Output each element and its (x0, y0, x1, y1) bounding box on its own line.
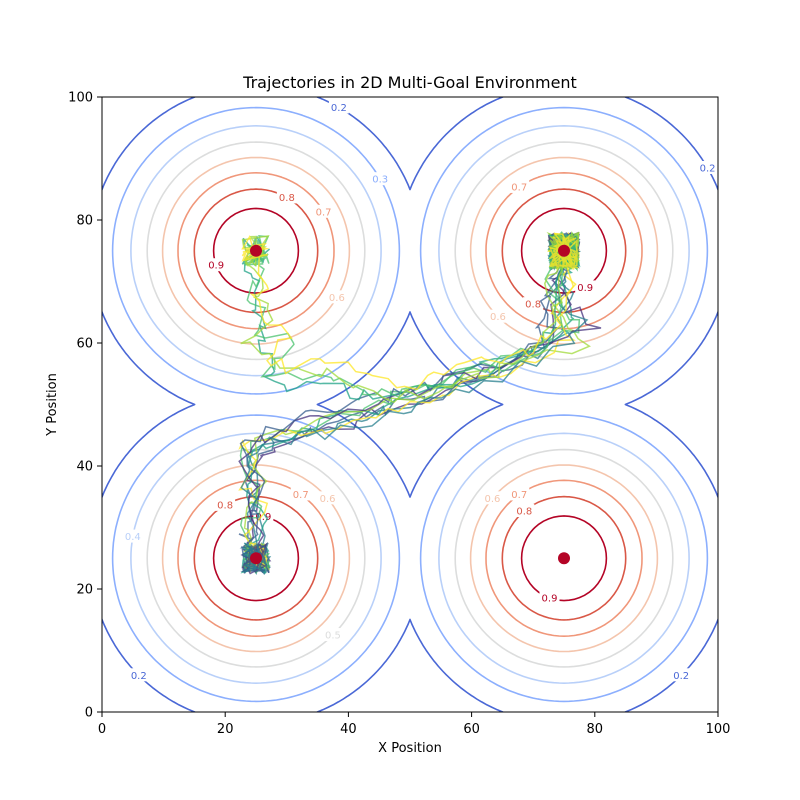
contour-label: 0.8 (279, 193, 295, 204)
x-tick-label: 20 (217, 722, 234, 737)
goal-marker (250, 552, 262, 565)
goal-marker (558, 552, 570, 565)
x-axis-label: X Position (378, 741, 442, 756)
goal-layer (250, 244, 570, 565)
trajectory-line (241, 232, 579, 391)
contour-label: 0.6 (485, 494, 501, 505)
contour-label-bg (128, 668, 149, 682)
contour-line-0.3 (111, 106, 709, 703)
goal-marker (250, 244, 262, 257)
contour-label: 0.2 (700, 163, 716, 174)
contour-label-layer: 0.9 0.9 0.9 0.9 0.8 0.8 0.8 0.8 0.7 0.7 0.7 0.7 0.6 0… (122, 100, 718, 682)
contour-label-bg (509, 179, 530, 193)
contour-label: 0.6 (490, 312, 506, 323)
contour-label-bg (509, 487, 530, 501)
contour-label: 0.6 (320, 494, 336, 505)
x-tick-label: 100 (706, 722, 731, 737)
contour-label: 0.9 (577, 283, 593, 294)
contour-label-bg (539, 591, 560, 605)
x-tick-label: 0 (98, 722, 106, 737)
y-axis-label: Y Position (45, 373, 60, 437)
x-tick-label: 80 (587, 722, 604, 737)
contour-line-0.8 (193, 188, 627, 621)
contour-label: 0.9 (542, 594, 558, 605)
contour-label: 0.2 (331, 103, 347, 114)
contour-label: 0.2 (131, 671, 147, 682)
contour-label: 0.7 (511, 490, 527, 501)
contour-line-0.2 (102, 97, 718, 712)
contour-label-bg (671, 668, 692, 682)
contour-label-bg (697, 160, 718, 174)
contour-layer (102, 97, 718, 712)
contour-label-bg (370, 172, 391, 186)
contour-label: 0.2 (673, 671, 689, 682)
plot-frame (101, 96, 719, 713)
contour-label: 0.3 (372, 175, 388, 186)
y-tick-label: 40 (76, 460, 93, 475)
contour-label-bg (313, 204, 334, 218)
contour-line-0.6 (161, 156, 659, 653)
contour-label: 0.8 (217, 500, 233, 511)
contour-label: 0.8 (525, 300, 541, 311)
contour-label-bg (317, 491, 338, 505)
contour-label-bg (290, 487, 311, 501)
contour-label: 0.6 (329, 293, 345, 304)
y-tick-label: 80 (76, 214, 93, 229)
contour-label: 0.7 (511, 182, 527, 193)
x-tick-label: 60 (463, 722, 480, 737)
contour-line-0.7 (177, 172, 643, 637)
contour-label-bg (122, 529, 143, 543)
y-axis: 0 20 40 60 80 100 (68, 91, 102, 721)
y-tick-label: 0 (85, 706, 93, 721)
chart-title: Trajectories in 2D Multi-Goal Environmen… (242, 73, 577, 92)
contour-label-bg (276, 190, 297, 204)
contour-label-bg (482, 491, 503, 505)
contour-label-bg (206, 258, 227, 272)
contour-label: 0.5 (325, 631, 341, 642)
y-tick-label: 20 (76, 583, 93, 598)
y-tick-label: 60 (76, 337, 93, 352)
x-tick-label: 40 (340, 722, 357, 737)
contour-label-bg (514, 504, 535, 518)
contour-label-bg (322, 628, 343, 642)
contour-label-bg (215, 497, 236, 511)
contour-label: 0.9 (255, 512, 271, 523)
contour-label-bg (523, 297, 544, 311)
goal-marker (558, 244, 570, 257)
contour-label: 0.8 (516, 507, 532, 518)
contour-label-bg (328, 100, 349, 114)
contour-label: 0.7 (293, 490, 309, 501)
contour-label-bg (487, 309, 508, 323)
contour-label-bg (575, 280, 596, 294)
contour-label: 0.4 (125, 532, 141, 543)
contour-label: 0.7 (316, 207, 332, 218)
contour-line-0.9 (212, 207, 608, 602)
y-tick-label: 100 (68, 91, 93, 106)
contour-line-0.5 (146, 141, 674, 668)
contour-label: 0.9 (208, 261, 224, 272)
x-axis: 0 20 40 60 80 100 (98, 712, 731, 737)
contour-label-bg (326, 290, 347, 304)
